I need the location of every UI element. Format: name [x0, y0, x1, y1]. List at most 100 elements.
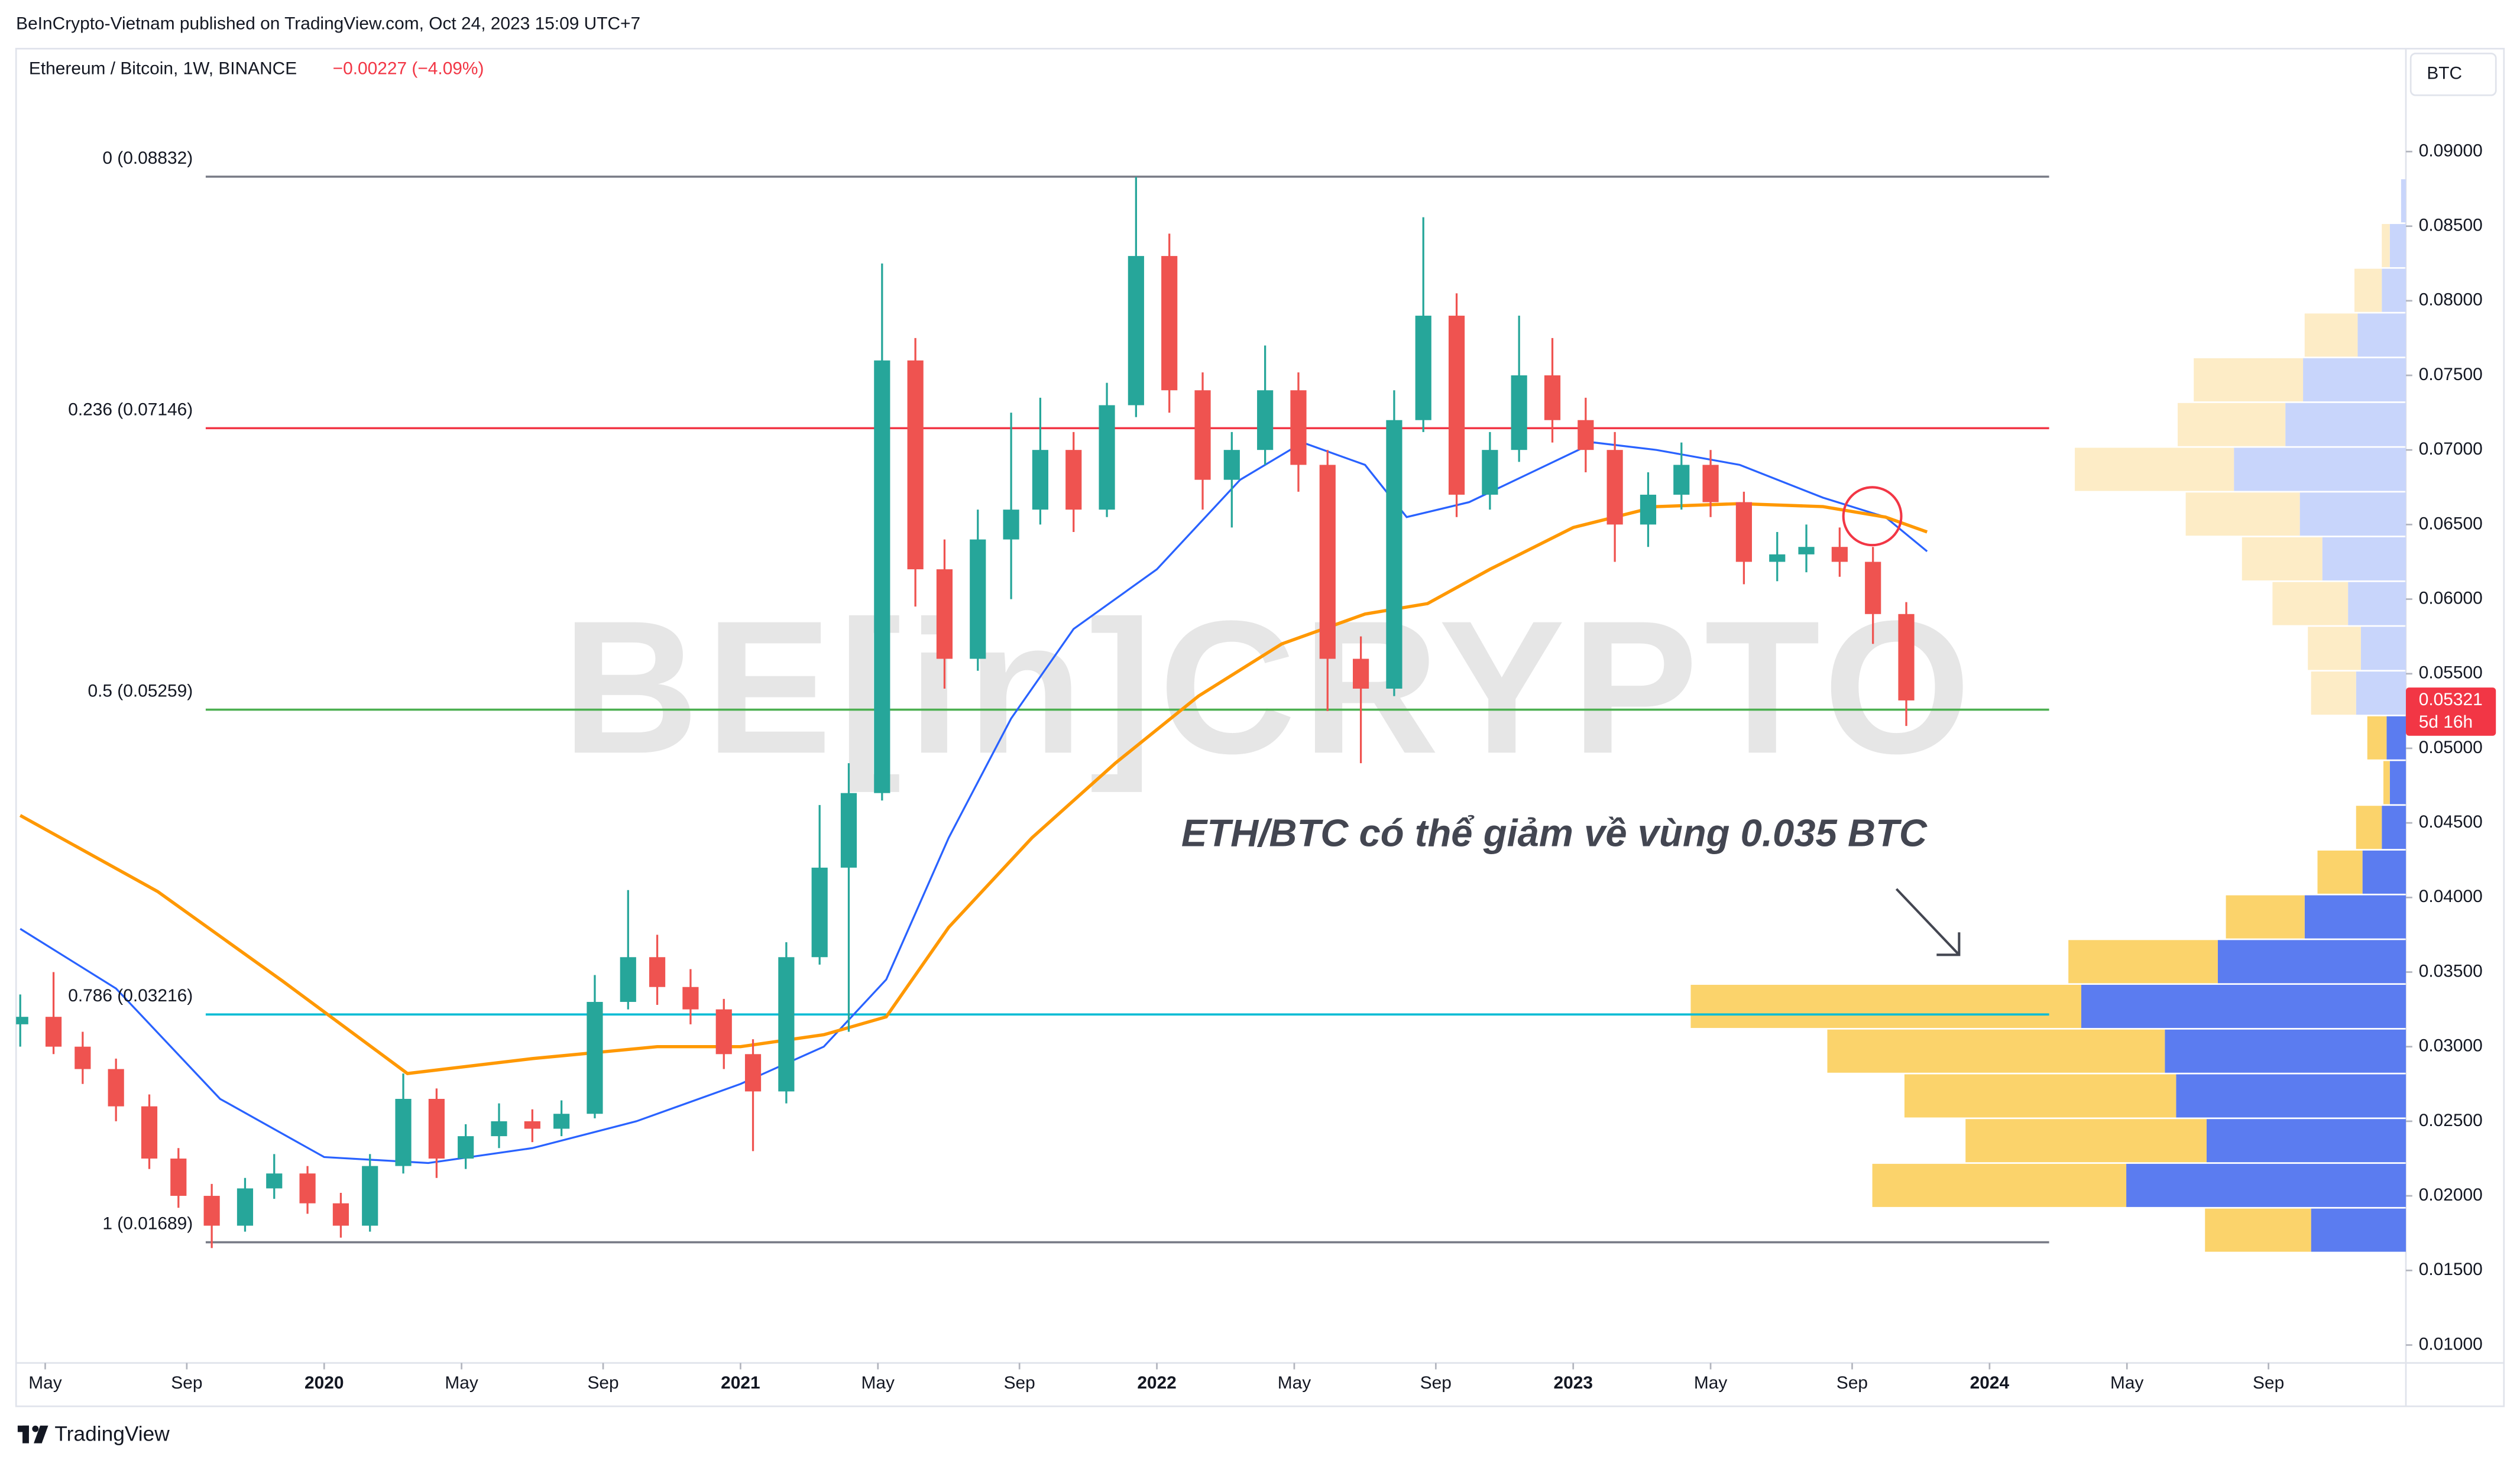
volume-profile-bar — [2357, 313, 2406, 357]
volume-profile-bar — [2285, 403, 2406, 446]
candle-body — [1482, 450, 1498, 495]
volume-profile-bar — [2194, 358, 2304, 402]
x-tick-label: Sep — [1004, 1373, 1035, 1393]
moving-average — [19, 502, 1928, 1075]
fib-label: 0.786 (0.03216) — [68, 986, 193, 1005]
candle-body — [1673, 465, 1690, 495]
candle-body — [1099, 405, 1115, 510]
x-tick-label: Sep — [2253, 1373, 2284, 1393]
volume-profile-bar — [2303, 358, 2406, 402]
y-tick-label: 0.02500 — [2419, 1111, 2483, 1130]
candle-body — [1223, 450, 1240, 480]
candle-body — [1353, 658, 1369, 689]
x-tick-label: May — [28, 1373, 62, 1393]
volume-profile-bar — [2311, 672, 2356, 715]
candle-body — [1865, 562, 1881, 614]
price-tag-label: 0.05321 — [2419, 690, 2483, 709]
candle-body — [1032, 450, 1048, 510]
candle-body — [778, 957, 795, 1092]
fib-label: 0.5 (0.05259) — [88, 682, 193, 701]
volume-profile-bar — [2389, 761, 2406, 805]
currency-button[interactable] — [2409, 53, 2497, 96]
candle-body — [203, 1196, 220, 1226]
watermark: BE[in]CRYPTO — [562, 581, 1977, 794]
x-tick-label: May — [1278, 1373, 1311, 1393]
candle-body — [75, 1046, 91, 1069]
candle-body — [237, 1188, 254, 1226]
y-tick-label: 0.04500 — [2419, 812, 2483, 832]
currency-label[interactable]: BTC — [2427, 64, 2462, 83]
volume-profile-bar — [2081, 985, 2406, 1029]
volume-profile-bar — [2176, 1074, 2406, 1118]
chart-frame — [15, 47, 2505, 1407]
volume-profile-bar — [2304, 895, 2406, 939]
x-tick-label: May — [1694, 1373, 1728, 1393]
x-tick-label: 2023 — [1553, 1373, 1592, 1393]
y-tick-label: 0.07500 — [2419, 365, 2483, 384]
candle-body — [587, 1001, 603, 1114]
y-tick-label: 0.05000 — [2419, 738, 2483, 757]
y-tick-label: 0.07000 — [2419, 439, 2483, 459]
volume-profile-bar — [2206, 1119, 2406, 1163]
plot-area — [16, 176, 2406, 1252]
x-tick-label: Sep — [1420, 1373, 1452, 1393]
candle-body — [1898, 614, 1915, 700]
candle-body — [1448, 316, 1465, 495]
candle-body — [428, 1099, 445, 1159]
candle-body — [874, 360, 890, 793]
price-countdown: 5d 16h — [2419, 712, 2473, 732]
volume-profile-bar — [2178, 403, 2286, 446]
candle-body — [1606, 450, 1623, 525]
arrow-head — [1936, 932, 1961, 956]
candle-body — [1640, 494, 1657, 525]
candle-body — [553, 1114, 570, 1129]
volume-profile-bar — [2356, 806, 2382, 849]
logo-slash — [34, 1425, 48, 1443]
volume-profile-bar — [2217, 940, 2406, 984]
candle-body — [1065, 450, 1082, 510]
volume-profile-bar — [1965, 1119, 2207, 1163]
volume-profile-bar — [2272, 582, 2349, 625]
price-change: −0.00227 (−4.09%) — [333, 59, 484, 79]
volume-profile-bar — [2354, 268, 2382, 312]
candle-body — [362, 1166, 378, 1226]
volume-profile-bar — [2360, 627, 2406, 670]
volume-profile-bar — [2205, 1208, 2311, 1252]
x-tick-label: 2021 — [721, 1373, 760, 1393]
volume-profile-bar — [2308, 627, 2361, 670]
candle-body — [108, 1069, 124, 1107]
candle-body — [1769, 554, 1786, 562]
arrow-line — [1895, 888, 1960, 956]
volume-profile-bar — [2389, 223, 2406, 267]
logo-stem — [22, 1425, 29, 1443]
candle-body — [1511, 375, 1527, 450]
candle-body — [1128, 256, 1144, 406]
candle-body — [1415, 316, 1431, 420]
candle-body — [141, 1106, 158, 1159]
candle-body — [332, 1203, 349, 1226]
volume-profile-bar — [2382, 223, 2390, 267]
volume-profile-bar — [2234, 447, 2406, 491]
x-tick-label: Sep — [1836, 1373, 1868, 1393]
x-tick-label: Sep — [587, 1373, 618, 1393]
candle-body — [811, 867, 828, 958]
candle-body — [45, 1017, 62, 1047]
volume-profile-bar — [1690, 985, 2081, 1029]
volume-profile-bar — [1904, 1074, 2176, 1118]
candle-body — [1319, 465, 1336, 659]
logo-dot — [32, 1425, 39, 1432]
candle-body — [299, 1173, 316, 1204]
y-tick-label: 0.08000 — [2419, 290, 2483, 310]
y-tick-label: 0.04000 — [2419, 887, 2483, 906]
volume-profile-bar — [2126, 1163, 2406, 1207]
volume-profile-bar — [2367, 716, 2387, 760]
candle-body — [1194, 390, 1211, 480]
candle-body — [1798, 547, 1815, 554]
volume-profile-bar — [2304, 313, 2358, 357]
x-tick-label: 2022 — [1137, 1373, 1176, 1393]
x-tick-label: May — [2110, 1373, 2144, 1393]
candle-body — [840, 793, 857, 868]
volume-profile-bar — [2311, 1208, 2406, 1252]
symbol-title: Ethereum / Bitcoin, 1W, BINANCE — [29, 59, 297, 79]
y-tick-label: 0.03000 — [2419, 1036, 2483, 1056]
